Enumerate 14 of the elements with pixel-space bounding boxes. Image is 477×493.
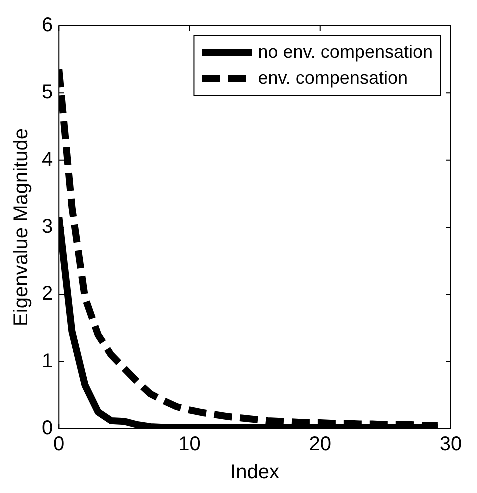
y-tick-label: 1 [42,350,54,372]
x-tick-label: 10 [178,434,201,456]
legend-label: no env. compensation [258,42,433,62]
y-axis-title: Eigenvalue Magnitude [10,128,33,326]
legend-label: env. compensation [258,68,408,88]
y-tick-label: 3 [42,216,54,238]
y-tick-label: 5 [42,82,54,104]
x-axis-title: Index [230,462,280,484]
y-tick-label: 6 [42,14,54,37]
y-tick-label: 0 [42,418,54,440]
y-tick-label: 2 [42,283,54,306]
x-tick-label: 30 [440,434,462,456]
y-tick-label: 4 [42,148,54,171]
x-tick-label: 20 [309,434,332,456]
